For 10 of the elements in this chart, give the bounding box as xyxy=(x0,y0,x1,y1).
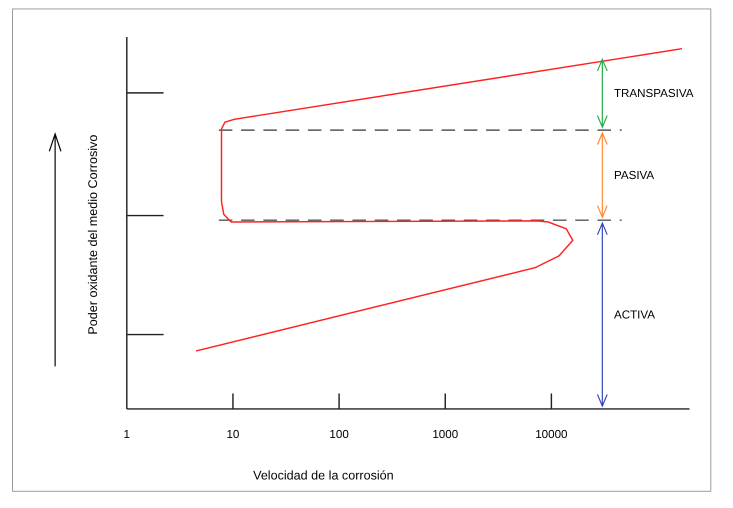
x-tick-label: 10000 xyxy=(535,428,568,442)
x-tick-label: 1 xyxy=(124,428,130,442)
x-tick-label: 1000 xyxy=(432,428,458,442)
x-axis-title: Velocidad de la corrosión xyxy=(253,468,394,483)
annotation: TRANSPASIVA xyxy=(614,87,694,100)
annotation: PASIVA xyxy=(614,169,654,182)
x-tick-label: 10 xyxy=(226,428,240,442)
x-tick-label: 100 xyxy=(329,428,349,442)
y-axis-title: Poder oxidante del medio Corrosivo xyxy=(86,134,100,335)
annotation: ACTIVA xyxy=(614,308,656,322)
